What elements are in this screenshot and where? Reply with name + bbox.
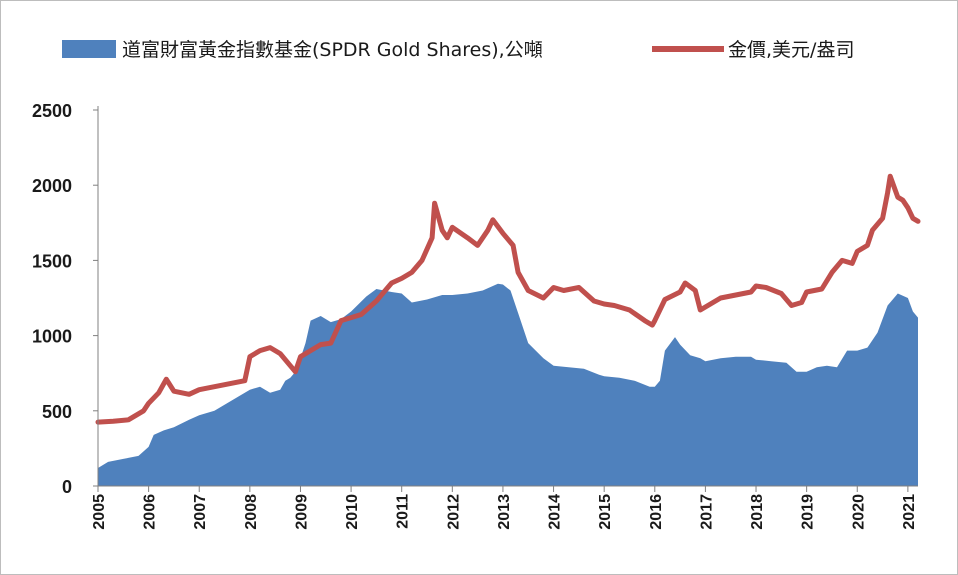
y-tick-label: 500 xyxy=(42,402,72,422)
series-area-gold-etf xyxy=(98,283,918,486)
x-tick-label: 2018 xyxy=(749,494,766,530)
x-tick-label: 2007 xyxy=(192,494,209,530)
legend-label-gold-price: 金價,美元/盎司 xyxy=(728,39,854,61)
x-tick-label: 2016 xyxy=(648,494,665,530)
x-tick-label: 2014 xyxy=(547,494,564,530)
x-tick-label: 2013 xyxy=(496,494,513,530)
x-tick-label: 2008 xyxy=(243,494,260,530)
y-tick-label: 1000 xyxy=(32,327,72,347)
y-tick-label: 0 xyxy=(62,477,72,497)
x-tick-label: 2010 xyxy=(344,494,361,530)
legend-swatch-gold-etf xyxy=(62,40,116,58)
y-tick-label: 2500 xyxy=(32,101,72,121)
x-tick-label: 2019 xyxy=(800,494,817,530)
x-tick-label: 2009 xyxy=(293,494,310,530)
x-tick-label: 2012 xyxy=(445,494,462,530)
x-tick-label: 2005 xyxy=(91,494,108,530)
x-tick-label: 2021 xyxy=(901,494,918,530)
y-tick-label: 1500 xyxy=(32,251,72,271)
y-tick-label: 2000 xyxy=(32,176,72,196)
x-tick-label: 2017 xyxy=(698,494,715,530)
x-tick-label: 2020 xyxy=(850,494,867,530)
x-tick-label: 2011 xyxy=(395,494,412,529)
x-tick-label: 2015 xyxy=(597,494,614,530)
x-tick-label: 2006 xyxy=(142,494,159,530)
plot-area xyxy=(95,173,921,486)
legend-label-gold-etf: 道富財富黃金指數基金(SPDR Gold Shares),公噸 xyxy=(122,39,543,61)
series-line-gold-price xyxy=(95,173,921,425)
axes: 0 500 1000 1500 2000 2500 2005 2006 2007 2008 2009… xyxy=(32,101,918,530)
legend: 道富財富黃金指數基金(SPDR Gold Shares),公噸 金價,美元/盎司 xyxy=(62,39,854,61)
